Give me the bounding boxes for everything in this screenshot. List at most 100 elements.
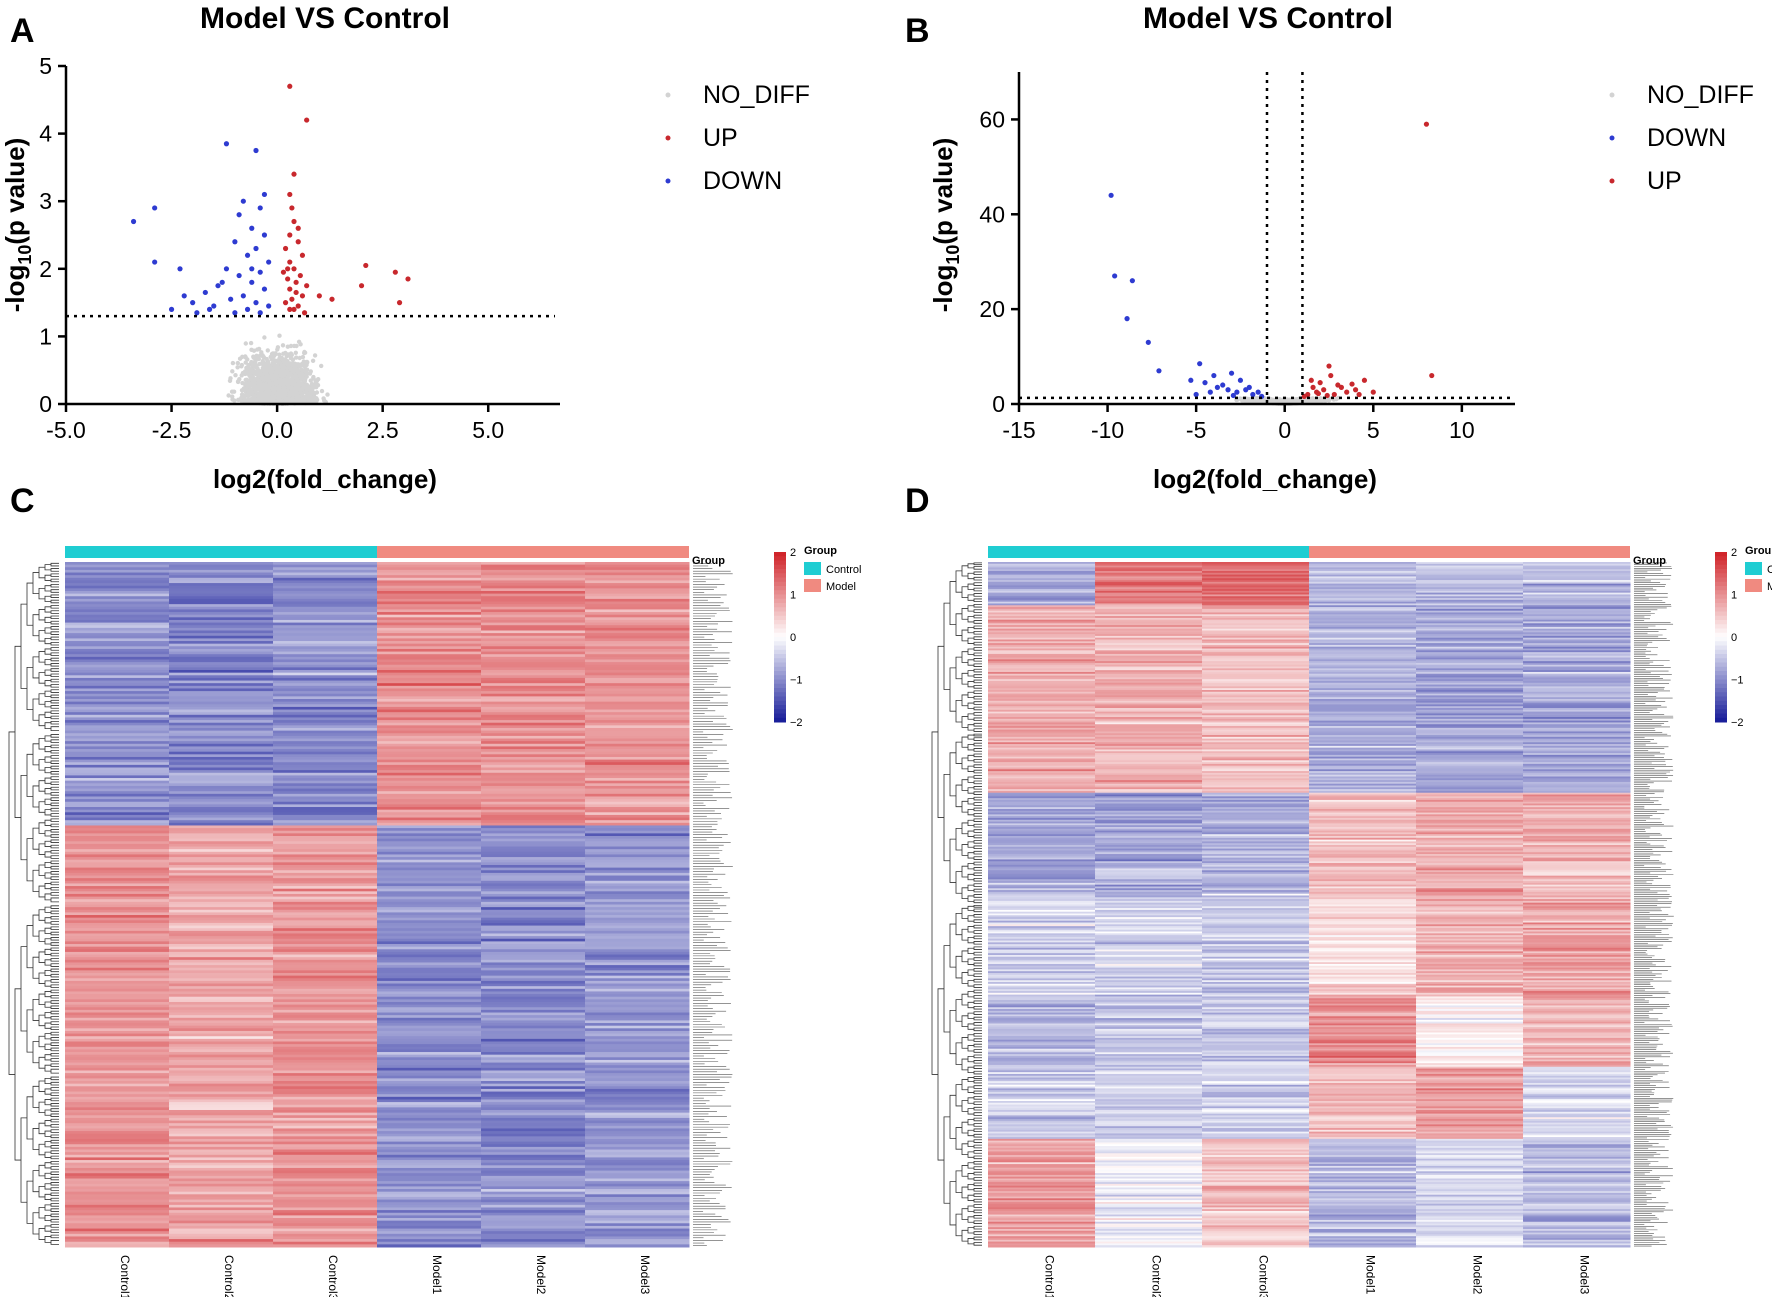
dendrogram-branch <box>38 930 45 942</box>
dendrogram-branch <box>20 603 27 689</box>
y-tick-label: 40 <box>979 201 1005 227</box>
dendrogram-branch <box>44 756 51 763</box>
nodiff-point <box>246 364 251 369</box>
nodiff-point <box>267 381 273 386</box>
nodiff-point <box>296 383 301 388</box>
dendrogram-branch <box>44 872 51 879</box>
legend-marker <box>665 178 671 184</box>
down-point <box>168 306 175 312</box>
down-point <box>1193 391 1199 398</box>
dendrogram-branch <box>32 998 39 1021</box>
dendrogram-branch <box>50 647 59 651</box>
dendrogram-branch <box>50 615 59 620</box>
down-point <box>257 269 263 275</box>
dendrogram-branch <box>50 931 59 936</box>
dendrogram-branch <box>44 809 51 816</box>
dendrogram-branch <box>44 659 51 666</box>
dendrogram-branch <box>38 780 45 792</box>
dendrogram-branch <box>50 678 59 683</box>
up-point <box>1326 363 1332 369</box>
legend-marker <box>1609 178 1615 184</box>
nodiff-point <box>252 393 257 399</box>
nodiff-point <box>265 348 270 353</box>
down-point <box>261 286 268 292</box>
nodiff-point <box>319 388 325 394</box>
dendrogram-branch <box>26 582 33 626</box>
nodiff-point <box>230 360 236 366</box>
dendrogram-branch <box>44 746 51 753</box>
up-point <box>1352 387 1359 393</box>
dendrogram-branch <box>44 648 51 655</box>
down-point <box>249 225 255 231</box>
nodiff-point <box>230 369 235 374</box>
up-point <box>289 205 295 211</box>
dendrogram-branch <box>50 886 59 891</box>
down-point <box>1188 377 1194 383</box>
dendrogram-branch <box>50 942 59 946</box>
dendrogram-branch <box>50 818 59 822</box>
dendrogram-branch <box>38 693 45 705</box>
up-point <box>316 293 322 299</box>
panel-a-nodiff-cloud <box>226 333 330 406</box>
x-tick-label: -2.5 <box>152 417 192 443</box>
dendrogram-branch <box>50 829 59 833</box>
dendrogram-branch <box>38 609 45 621</box>
nodiff-point <box>258 369 263 374</box>
nodiff-point <box>276 359 281 364</box>
dendrogram-branch <box>50 892 59 896</box>
x-tick-label: -5.0 <box>46 417 86 443</box>
up-point <box>295 225 301 231</box>
nodiff-point <box>243 386 248 392</box>
down-point <box>219 279 225 285</box>
up-point <box>1331 391 1337 398</box>
y-tick-label: 60 <box>979 106 1005 132</box>
nodiff-point <box>302 350 307 356</box>
x-tick-label: 0.0 <box>261 417 293 443</box>
nodiff-point <box>281 351 286 356</box>
nodiff-point <box>276 396 282 401</box>
dendrogram-branch <box>50 813 59 817</box>
dendrogram-branch <box>32 743 39 766</box>
dendrogram-branch <box>38 672 45 684</box>
dendrogram-branch <box>20 775 27 861</box>
x-tick-label: -10 <box>1091 417 1124 443</box>
dendrogram-branch <box>38 1014 45 1027</box>
nodiff-point <box>240 354 245 359</box>
dendrogram-branch <box>44 851 51 858</box>
nodiff-point <box>271 353 277 359</box>
dendrogram-branch <box>50 1000 59 1004</box>
up-point <box>1310 384 1316 390</box>
dendrogram-branch <box>32 956 39 979</box>
legend-marker <box>1609 135 1615 141</box>
panel-b-points <box>1108 121 1435 400</box>
dendrogram-branch <box>32 698 39 721</box>
nodiff-point <box>250 362 255 368</box>
up-point <box>287 232 293 238</box>
dendrogram-branch <box>50 871 59 875</box>
dendrogram-branch <box>50 937 59 941</box>
up-point <box>1317 380 1323 386</box>
nodiff-point <box>311 374 316 380</box>
nodiff-point <box>304 390 309 396</box>
dendrogram-branch <box>50 984 59 988</box>
dendrogram-branch <box>50 568 59 572</box>
dendrogram-branch <box>50 926 59 930</box>
nodiff-point <box>280 343 286 348</box>
y-tick-label: 1 <box>39 323 52 349</box>
dendrogram-branch <box>44 767 51 774</box>
up-point <box>282 245 289 252</box>
dendrogram-branch <box>50 605 59 609</box>
nodiff-point <box>233 373 238 378</box>
nodiff-point <box>229 389 235 394</box>
x-tick-label: 0 <box>1278 417 1291 443</box>
y-tick-label: 4 <box>39 121 52 147</box>
panel-c-heatmap: C Control1 Control2 Control3 Model1 Model2 Mo… <box>8 482 861 1297</box>
nodiff-point <box>264 392 269 397</box>
nodiff-point <box>258 353 263 358</box>
down-point <box>1220 382 1226 388</box>
down-point <box>266 259 272 265</box>
up-point <box>291 171 297 177</box>
dendrogram-branch <box>44 585 51 592</box>
dendrogram-branch <box>50 1047 59 1052</box>
dendrogram-branch <box>26 753 33 797</box>
